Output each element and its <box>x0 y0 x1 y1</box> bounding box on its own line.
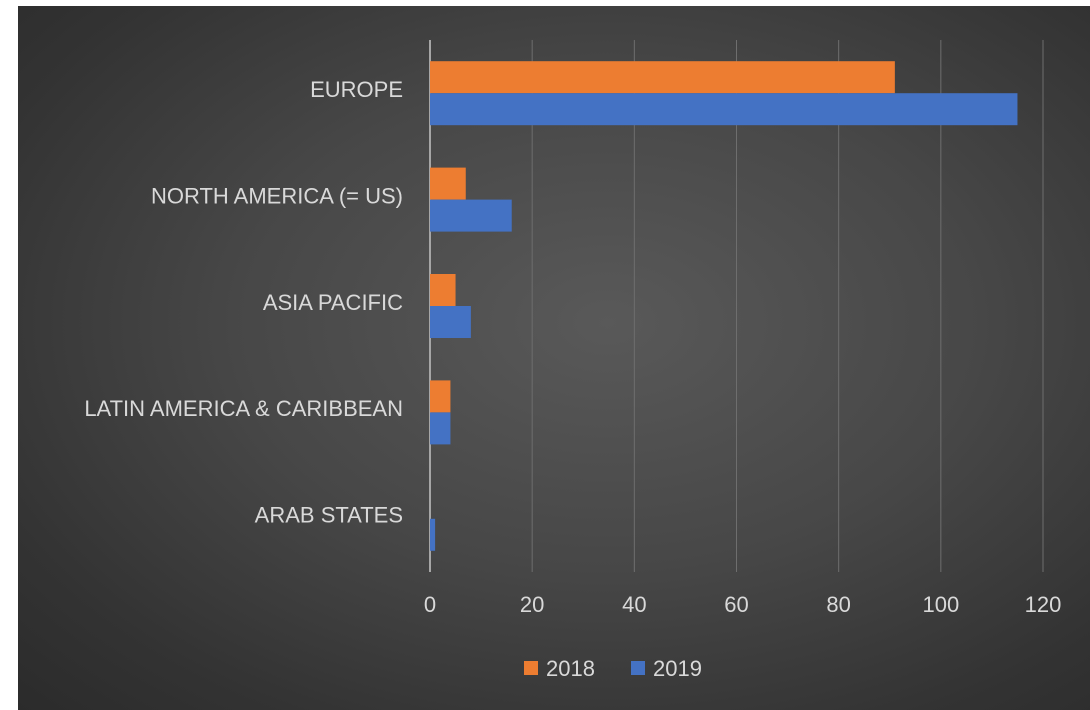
x-tick-label-80: 80 <box>826 592 850 617</box>
category-label-north-america-us: NORTH AMERICA (= US) <box>151 183 403 208</box>
legend-swatch-2018 <box>524 661 538 675</box>
x-tick-label-100: 100 <box>922 592 959 617</box>
x-tick-label-40: 40 <box>622 592 646 617</box>
category-label-europe: EUROPE <box>310 77 403 102</box>
bar-asia-pacific-2018 <box>430 274 456 306</box>
bar-north-america-us-2019 <box>430 199 512 232</box>
legend: 2018 2019 <box>524 656 702 681</box>
category-label-asia-pacific: ASIA PACIFIC <box>263 290 403 315</box>
x-tick-label-0: 0 <box>424 592 436 617</box>
bar-europe-2018 <box>430 61 895 94</box>
category-label-arab-states: ARAB STATES <box>255 503 403 528</box>
bar-north-america-us-2018 <box>430 167 466 200</box>
x-tick-label-20: 20 <box>520 592 544 617</box>
category-label-latin-america-caribbean: LATIN AMERICA & CARIBBEAN <box>84 396 403 421</box>
bars <box>430 61 1018 551</box>
bar-arab-states-2019 <box>430 518 436 551</box>
gridlines <box>429 40 1044 572</box>
legend-swatch-2019 <box>631 661 645 675</box>
x-tick-label-120: 120 <box>1025 592 1062 617</box>
legend-label-2018: 2018 <box>546 656 595 681</box>
legend-label-2019: 2019 <box>653 656 702 681</box>
x-axis-tick-labels: 0 20 40 60 80 100 120 <box>424 592 1061 617</box>
bar-latin-america-caribbean-2018 <box>430 380 451 413</box>
bar-europe-2019 <box>430 93 1018 126</box>
category-labels: EUROPE NORTH AMERICA (= US) ASIA PACIFIC LA… <box>84 77 403 528</box>
bar-latin-america-caribbean-2019 <box>430 412 451 445</box>
x-tick-label-60: 60 <box>724 592 748 617</box>
bar-asia-pacific-2019 <box>430 306 471 338</box>
